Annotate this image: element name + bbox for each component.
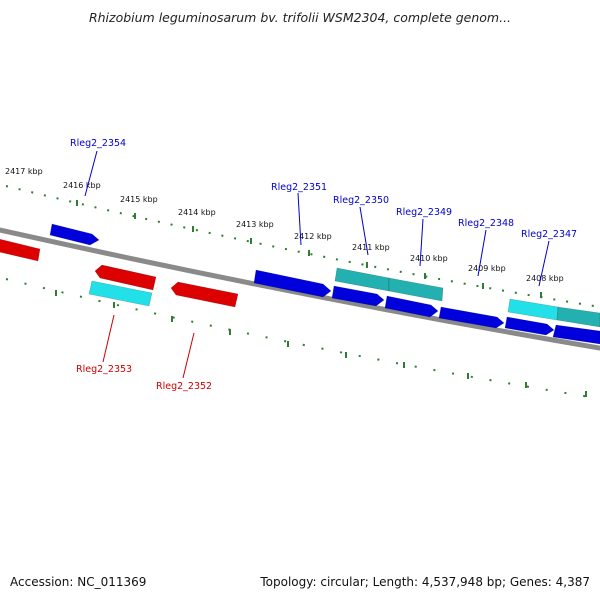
gene-edge-reverse[interactable] [0,238,41,262]
major-ticks [76,200,542,298]
kbp-label: 2409 kbp [468,264,506,273]
gene-rleg2-2354[interactable] [49,223,100,246]
outer-scale-track [5,185,600,308]
forward-genes[interactable] [49,223,600,345]
gene-rna-c[interactable] [507,298,559,321]
gene-label-rleg2-2350: Rleg2_2350 [333,195,389,206]
gene-rleg2-2351[interactable] [253,269,332,298]
gene-rleg2-2348[interactable] [438,306,505,329]
kbp-label: 2416 kbp [63,181,101,190]
kbp-label: 2415 kbp [120,195,158,204]
accession-text: Accession: NC_011369 [10,575,147,589]
genome-stats-text: Topology: circular; Length: 4,537,948 bp… [260,575,590,589]
inner-major-ticks [55,290,587,397]
kbp-label: 2412 kbp [294,232,332,241]
kbp-label: 2408 kbp [526,274,564,283]
gene-label-rleg2-2349: Rleg2_2349 [396,207,452,218]
label-leaders [84,150,550,379]
genome-backbone [0,227,600,351]
gene-label-rleg2-2347: Rleg2_2347 [521,229,577,240]
kbp-label: 2411 kbp [352,243,390,252]
gene-label-rleg2-2352: Rleg2_2352 [156,381,212,392]
map-title: Rhizobium leguminosarum bv. trifolii WSM… [88,10,512,25]
gene-rleg2-2352[interactable] [170,281,239,308]
gene-label-rleg2-2348: Rleg2_2348 [458,218,514,229]
kbp-label: 2410 kbp [410,254,448,263]
kbp-label: 2414 kbp [178,208,216,217]
gene-labels: Rleg2_2354 Rleg2_2351 Rleg2_2350 Rleg2_2… [70,138,577,392]
gene-rleg2-2353-arrow[interactable] [94,264,157,291]
gene-edge-forward[interactable] [552,324,600,345]
gene-rleg2-2350[interactable] [331,285,385,307]
gene-rleg2-2347[interactable] [504,316,555,336]
gene-label-rleg2-2351: Rleg2_2351 [271,182,327,193]
kbp-label: 2413 kbp [236,220,274,229]
reverse-genes[interactable] [0,238,239,308]
kbp-label: 2417 kbp [5,167,43,176]
gene-label-rleg2-2353: Rleg2_2353 [76,364,132,375]
kbp-labels: 2417 kbp 2416 kbp 2415 kbp 2414 kbp 2413… [5,167,564,283]
gene-rna-b[interactable] [388,277,444,302]
gene-rleg2-2353[interactable] [88,280,153,307]
gene-label-rleg2-2354: Rleg2_2354 [70,138,126,149]
gene-rna-d[interactable] [556,306,600,328]
gene-rleg2-2349[interactable] [384,295,439,318]
inner-scale-track [5,278,591,398]
